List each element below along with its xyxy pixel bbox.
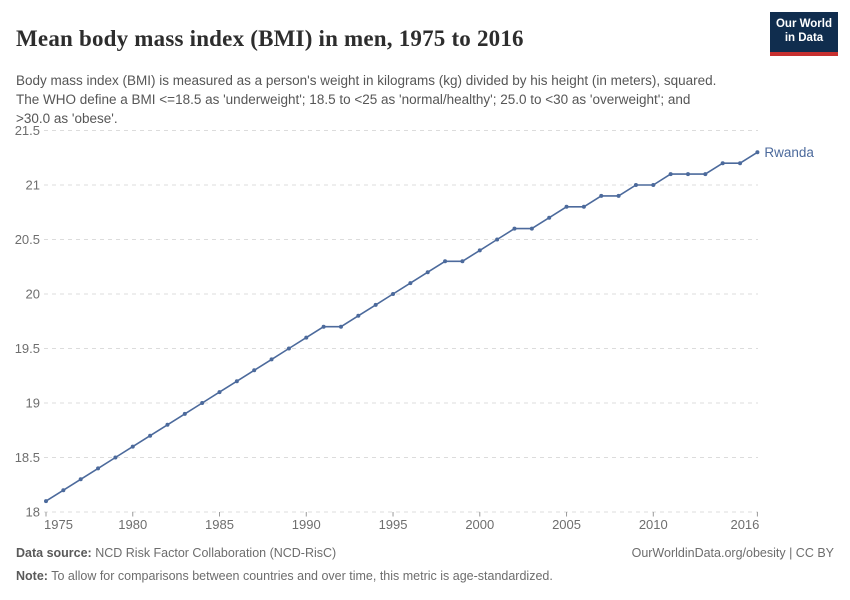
y-axis-tick-label: 21 (26, 178, 40, 193)
y-axis-tick-label: 19.5 (15, 341, 40, 356)
data-point (495, 237, 500, 242)
footer-link-text: OurWorldinData.org/obesity | CC BY (631, 546, 834, 560)
x-axis-tick-label: 1985 (205, 517, 234, 532)
y-axis-tick-label: 19 (26, 396, 40, 411)
x-axis-tick-label: 2010 (639, 517, 668, 532)
y-axis-tick-label: 21.5 (15, 123, 40, 138)
data-point (703, 172, 708, 177)
y-axis-tick-label: 20.5 (15, 232, 40, 247)
data-point (408, 281, 413, 286)
data-point (668, 172, 673, 177)
data-point (651, 183, 656, 187)
data-point (564, 204, 569, 209)
data-point (304, 335, 309, 340)
chart-subtitle: Body mass index (BMI) is measured as a p… (16, 72, 717, 126)
x-axis-tick-label: 2016 (730, 517, 759, 532)
footer-link[interactable]: OurWorldinData.org/obesity | CC BY (632, 546, 834, 560)
data-point (44, 499, 48, 504)
owid-logo-line1: Our World (775, 18, 832, 30)
source-text: NCD Risk Factor Collaboration (NCD-RisC) (91, 546, 337, 560)
data-point (182, 411, 187, 416)
footer-note: Note: To allow for comparisons between c… (16, 569, 553, 583)
y-axis-tick-label: 20 (26, 287, 40, 302)
owid-logo[interactable]: Our World in Data (770, 12, 838, 56)
data-point (581, 204, 586, 209)
data-point (738, 161, 743, 166)
data-point (356, 313, 361, 318)
data-point (269, 357, 274, 362)
data-point (286, 346, 291, 351)
data-point (96, 466, 101, 471)
y-axis-tick-label: 18 (26, 505, 40, 520)
x-axis-tick-label: 2000 (465, 517, 494, 532)
data-point (616, 193, 621, 198)
data-point (148, 433, 153, 438)
data-point (547, 215, 552, 220)
data-point (113, 455, 118, 460)
data-point (200, 401, 205, 405)
data-point (373, 302, 378, 307)
data-point (512, 226, 517, 231)
data-point (61, 488, 66, 493)
data-point (78, 477, 83, 482)
x-axis-tick-label: 2005 (552, 517, 581, 532)
data-point (477, 248, 482, 253)
data-point (425, 270, 430, 275)
data-point (460, 259, 465, 264)
data-point (130, 444, 135, 449)
x-axis-tick-label: 1975 (44, 517, 73, 532)
note-label: Note: (16, 569, 48, 583)
data-point (755, 150, 760, 155)
data-point (321, 324, 326, 329)
data-point (338, 324, 343, 329)
note-text: To allow for comparisons between countri… (47, 569, 553, 583)
footer-source: Data source: NCD Risk Factor Collaborati… (16, 546, 336, 560)
bmi-line-chart[interactable]: 18 18.5 19 19.5 20 20.5 21 21.5 1975 1980 1985 1990… (0, 0, 850, 545)
data-point (165, 422, 170, 427)
series-line-rwanda[interactable] (45, 151, 758, 502)
data-point (633, 183, 638, 187)
data-point (720, 161, 725, 166)
chart-title: Mean body mass index (BMI) in men, 1975 … (16, 26, 524, 52)
data-point (529, 226, 534, 231)
data-point (685, 172, 690, 177)
data-point (217, 390, 222, 395)
data-point (599, 193, 604, 198)
data-point (252, 368, 257, 373)
data-point (391, 292, 396, 296)
source-label: Data source: (16, 546, 92, 560)
y-axis-tick-label: 18.5 (15, 450, 40, 465)
data-point (234, 379, 239, 384)
series-end-label[interactable]: Rwanda (764, 145, 814, 160)
owid-logo-line2: in Data (784, 32, 824, 45)
x-axis-tick-label: 1990 (292, 517, 321, 532)
x-axis-tick-label: 1980 (118, 517, 147, 532)
x-axis-tick-label: 1995 (379, 517, 408, 532)
data-point (443, 259, 448, 264)
